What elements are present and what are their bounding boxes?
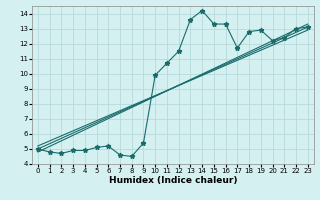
X-axis label: Humidex (Indice chaleur): Humidex (Indice chaleur) [108, 176, 237, 185]
